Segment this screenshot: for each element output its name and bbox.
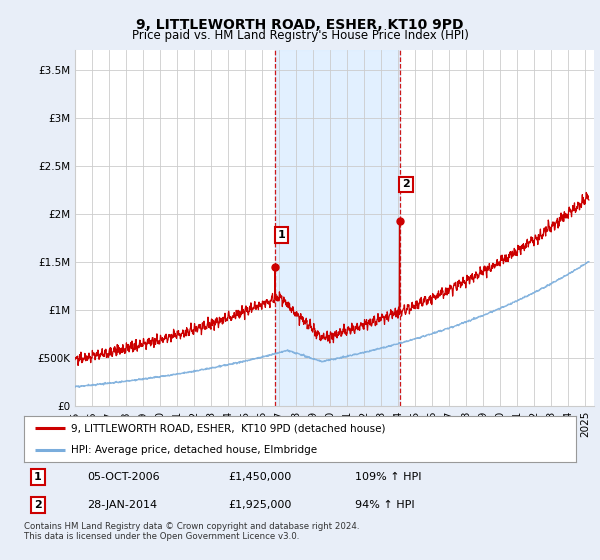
- Text: 1: 1: [34, 472, 41, 482]
- Text: 1: 1: [278, 230, 286, 240]
- Text: Contains HM Land Registry data © Crown copyright and database right 2024.
This d: Contains HM Land Registry data © Crown c…: [24, 522, 359, 542]
- Text: 9, LITTLEWORTH ROAD, ESHER, KT10 9PD: 9, LITTLEWORTH ROAD, ESHER, KT10 9PD: [136, 18, 464, 32]
- Text: £1,925,000: £1,925,000: [228, 500, 292, 510]
- Text: £1,450,000: £1,450,000: [228, 472, 292, 482]
- Text: Price paid vs. HM Land Registry's House Price Index (HPI): Price paid vs. HM Land Registry's House …: [131, 29, 469, 42]
- Bar: [275, 50, 400, 406]
- Text: 05-OCT-2006: 05-OCT-2006: [88, 472, 160, 482]
- Text: 109% ↑ HPI: 109% ↑ HPI: [355, 472, 422, 482]
- Text: HPI: Average price, detached house, Elmbridge: HPI: Average price, detached house, Elmb…: [71, 445, 317, 455]
- Text: 94% ↑ HPI: 94% ↑ HPI: [355, 500, 415, 510]
- Text: 28-JAN-2014: 28-JAN-2014: [88, 500, 158, 510]
- Text: 9, LITTLEWORTH ROAD, ESHER,  KT10 9PD (detached house): 9, LITTLEWORTH ROAD, ESHER, KT10 9PD (de…: [71, 423, 385, 433]
- Text: 2: 2: [34, 500, 41, 510]
- Text: 2: 2: [402, 179, 410, 189]
